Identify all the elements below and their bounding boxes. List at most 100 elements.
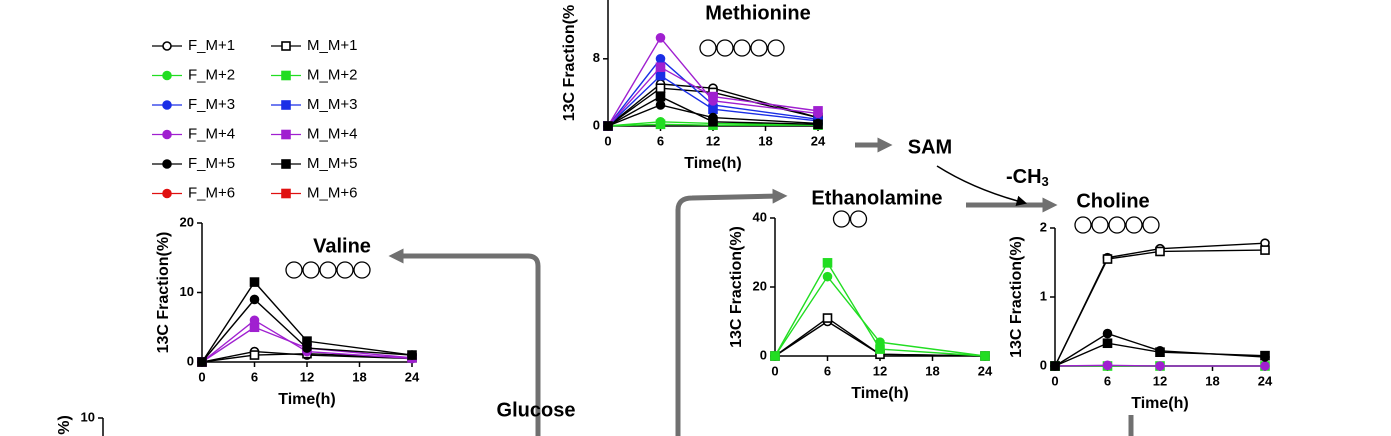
data-point	[197, 357, 207, 367]
x-tick-label: 6	[251, 369, 258, 384]
data-point	[708, 104, 718, 114]
series-line	[607, 121, 819, 127]
data-point	[1155, 361, 1165, 371]
methyl-text: -CH	[1006, 166, 1042, 188]
legend-marker	[281, 159, 291, 169]
x-axis-label: Time(h)	[684, 155, 741, 172]
chart: 10%)	[56, 409, 104, 436]
data-point	[603, 121, 613, 131]
series-line	[774, 317, 986, 357]
y-tick-label: 20	[753, 278, 767, 293]
series-line	[774, 275, 986, 357]
chart: 0 8 13C Fraction(% 0 6 12 18 24 Time(h) Methionin…	[561, 0, 826, 172]
y-tick-label: 0	[1040, 357, 1047, 372]
x-tick-label: 0	[1051, 373, 1058, 388]
legend-marker	[162, 129, 172, 140]
series-line	[607, 104, 819, 127]
data-point	[1102, 338, 1113, 349]
series-line	[201, 319, 413, 363]
chart-title: Ethanolamine	[811, 187, 942, 209]
data-point	[249, 322, 260, 333]
data-point	[1102, 254, 1113, 264]
chart-title: Methionine	[705, 2, 811, 24]
legend-label: F_M+1	[188, 37, 235, 54]
data-point	[708, 91, 718, 102]
data-point	[813, 119, 823, 130]
carbon-atom	[1142, 216, 1160, 234]
series-line	[201, 280, 413, 363]
series-line	[1054, 364, 1265, 367]
legend-marker	[281, 70, 291, 81]
y-axis-label: %)	[56, 415, 73, 435]
data-point	[655, 53, 666, 64]
data-point	[1260, 350, 1270, 361]
metabolite-label: SAM	[908, 136, 952, 158]
x-tick-label: 12	[873, 363, 887, 378]
y-tick-label: 0	[593, 117, 600, 132]
data-point	[1260, 361, 1270, 371]
series-line	[201, 350, 413, 363]
x-tick-label: 24	[978, 363, 993, 378]
data-point	[407, 350, 417, 360]
series-line	[1054, 342, 1266, 367]
y-tick-label: 10	[180, 284, 194, 299]
carbon-atom	[849, 210, 868, 228]
data-point	[655, 62, 666, 73]
y-tick-label: 40	[753, 209, 767, 224]
data-point	[249, 350, 260, 360]
data-point	[1155, 246, 1165, 257]
x-tick-label: 24	[811, 133, 826, 148]
data-point	[875, 344, 885, 354]
data-point	[813, 106, 823, 116]
data-point	[655, 119, 666, 130]
data-point	[655, 100, 666, 110]
legend-marker	[281, 129, 291, 140]
methyl-label: -CH3	[1006, 166, 1049, 189]
legend-marker	[162, 188, 172, 199]
legend-label: M_M+6	[307, 184, 357, 201]
arrow	[388, 248, 541, 436]
x-tick-label: 24	[405, 369, 420, 384]
legend-label: M_M+2	[307, 66, 357, 83]
x-tick-label: 6	[1104, 373, 1111, 388]
legend-marker	[281, 41, 291, 51]
data-point	[1155, 347, 1165, 358]
data-point	[770, 351, 780, 361]
data-point	[708, 117, 718, 127]
data-point	[822, 258, 833, 268]
y-axis-label: 13C Fraction(%	[561, 5, 578, 121]
data-point	[655, 32, 666, 43]
y-axis-label: 13C Fraction(%)	[1008, 236, 1025, 358]
y-axis-label: 13C Fraction(%)	[155, 232, 172, 354]
series-line	[607, 66, 819, 127]
data-point	[822, 271, 833, 282]
x-tick-label: 12	[1153, 373, 1167, 388]
carbon-atom	[285, 261, 303, 279]
x-tick-label: 18	[758, 133, 772, 148]
chart-title: Valine	[313, 235, 371, 257]
series-line	[607, 36, 819, 127]
legend-marker	[162, 159, 172, 169]
series-line	[1054, 249, 1266, 367]
carbon-atom	[1091, 216, 1109, 234]
x-tick-label: 0	[771, 363, 778, 378]
y-axis-label: 13C Fraction(%)	[728, 226, 745, 348]
carbon-atom	[733, 39, 751, 57]
y-tick-label: 0	[187, 353, 194, 368]
carbon-atom	[353, 261, 371, 279]
x-tick-label: 24	[1258, 373, 1273, 388]
series-line	[607, 74, 819, 127]
y-tick-label: 8	[593, 50, 600, 65]
legend-label: F_M+5	[188, 155, 235, 172]
arrow	[675, 188, 788, 436]
series-line	[607, 87, 819, 127]
x-tick-label: 0	[198, 369, 205, 384]
x-tick-label: 6	[657, 133, 664, 148]
carbon-atom	[716, 39, 734, 57]
carbon-atom	[302, 261, 320, 279]
y-tick-label: 2	[1040, 219, 1047, 234]
carbon-atom	[336, 261, 354, 279]
series-line	[201, 326, 413, 363]
